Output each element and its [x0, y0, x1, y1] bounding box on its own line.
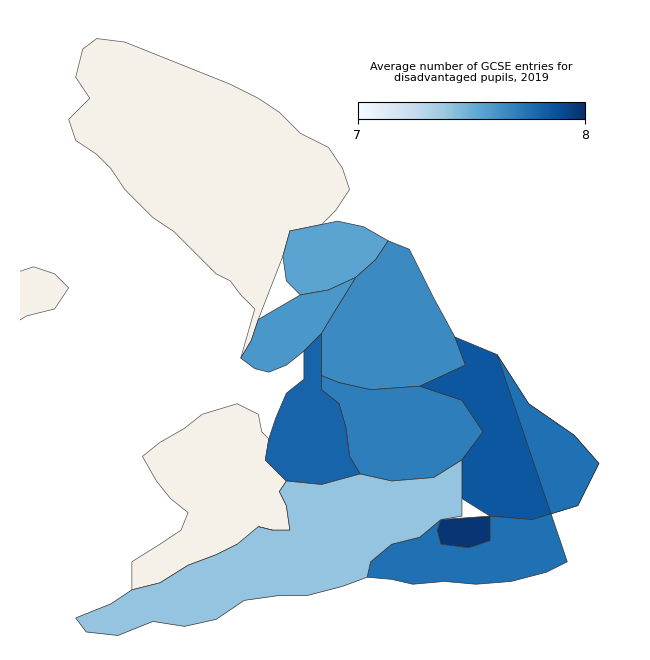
Polygon shape [69, 38, 350, 358]
Polygon shape [75, 460, 462, 636]
Polygon shape [437, 516, 490, 548]
Polygon shape [240, 277, 356, 372]
Polygon shape [420, 337, 599, 519]
Title: Average number of GCSE entries for
disadvantaged pupils, 2019: Average number of GCSE entries for disad… [370, 62, 573, 83]
Polygon shape [132, 404, 290, 590]
Polygon shape [265, 333, 360, 484]
Polygon shape [283, 221, 388, 295]
Polygon shape [322, 376, 483, 481]
Polygon shape [367, 354, 599, 584]
Polygon shape [0, 267, 69, 344]
Polygon shape [322, 241, 465, 389]
